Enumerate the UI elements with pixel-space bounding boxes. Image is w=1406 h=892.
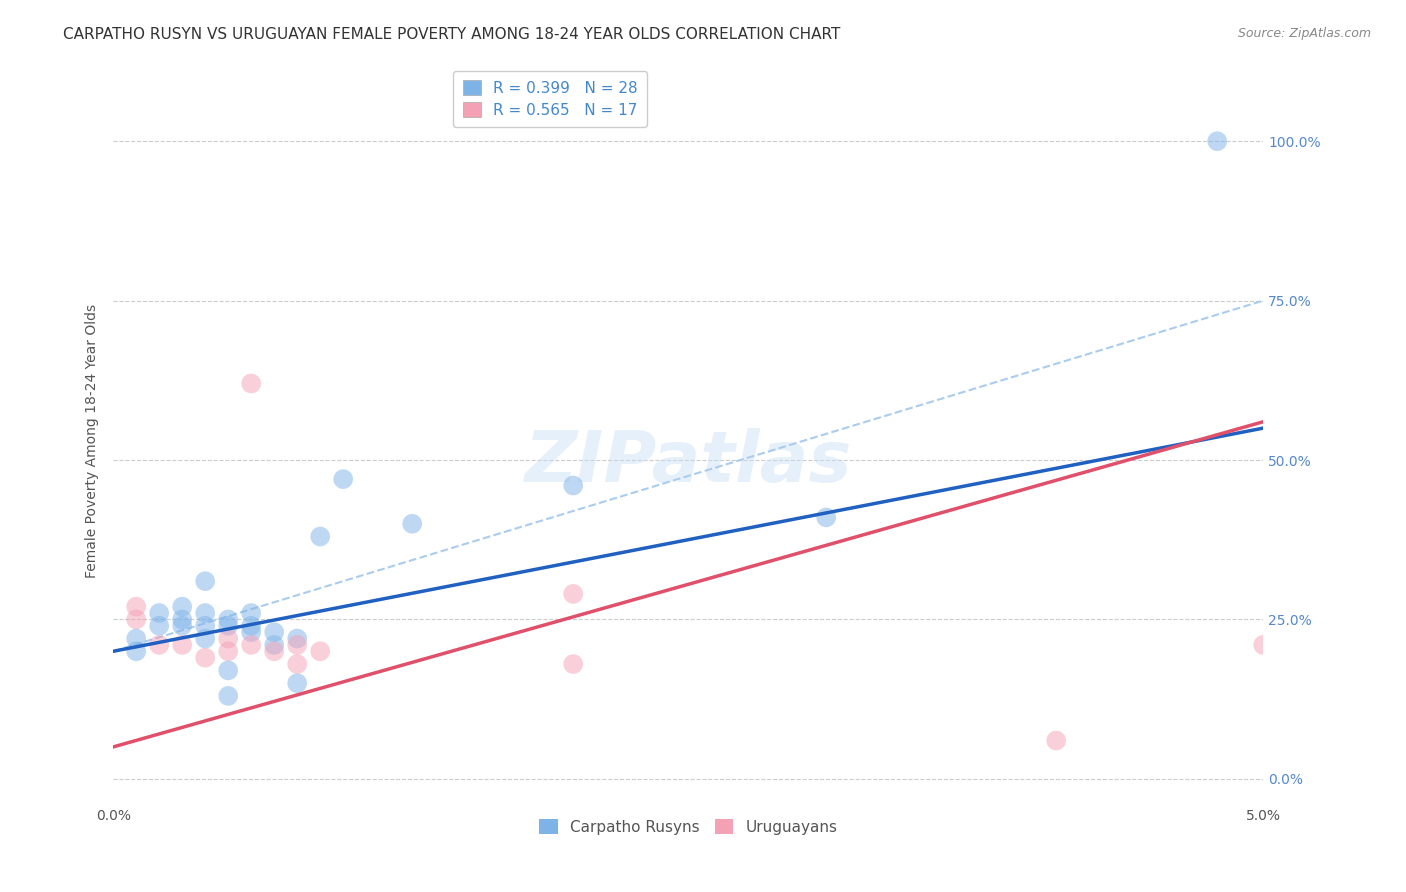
Point bbox=[309, 644, 332, 658]
Point bbox=[1251, 638, 1274, 652]
Point bbox=[125, 599, 148, 614]
Point bbox=[263, 644, 285, 658]
Point bbox=[217, 619, 239, 633]
Point bbox=[332, 472, 354, 486]
Point bbox=[240, 625, 263, 640]
Point bbox=[125, 644, 148, 658]
Point bbox=[285, 632, 308, 646]
Point bbox=[148, 606, 170, 620]
Point bbox=[217, 664, 239, 678]
Point bbox=[815, 510, 838, 524]
Point bbox=[562, 657, 585, 671]
Point bbox=[562, 478, 585, 492]
Point bbox=[194, 574, 217, 589]
Point bbox=[240, 638, 263, 652]
Point bbox=[285, 638, 308, 652]
Point bbox=[309, 529, 332, 543]
Point bbox=[125, 612, 148, 626]
Point bbox=[263, 638, 285, 652]
Text: Source: ZipAtlas.com: Source: ZipAtlas.com bbox=[1237, 27, 1371, 40]
Point bbox=[240, 376, 263, 391]
Text: CARPATHO RUSYN VS URUGUAYAN FEMALE POVERTY AMONG 18-24 YEAR OLDS CORRELATION CHA: CARPATHO RUSYN VS URUGUAYAN FEMALE POVER… bbox=[63, 27, 841, 42]
Point bbox=[217, 689, 239, 703]
Point bbox=[285, 676, 308, 690]
Point bbox=[194, 632, 217, 646]
Point bbox=[401, 516, 423, 531]
Point bbox=[125, 632, 148, 646]
Point bbox=[217, 632, 239, 646]
Point bbox=[1206, 134, 1229, 148]
Point bbox=[172, 612, 194, 626]
Point bbox=[194, 606, 217, 620]
Point bbox=[172, 619, 194, 633]
Point bbox=[172, 638, 194, 652]
Point bbox=[562, 587, 585, 601]
Point bbox=[285, 657, 308, 671]
Point bbox=[194, 650, 217, 665]
Point bbox=[263, 625, 285, 640]
Point bbox=[240, 619, 263, 633]
Point bbox=[172, 599, 194, 614]
Text: ZIPatlas: ZIPatlas bbox=[524, 428, 852, 497]
Point bbox=[240, 606, 263, 620]
Y-axis label: Female Poverty Among 18-24 Year Olds: Female Poverty Among 18-24 Year Olds bbox=[86, 304, 100, 578]
Legend: Carpatho Rusyns, Uruguayans: Carpatho Rusyns, Uruguayans bbox=[530, 810, 846, 844]
Point bbox=[148, 638, 170, 652]
Point bbox=[1045, 733, 1067, 747]
Point bbox=[148, 619, 170, 633]
Point bbox=[217, 644, 239, 658]
Point bbox=[217, 612, 239, 626]
Point bbox=[194, 619, 217, 633]
